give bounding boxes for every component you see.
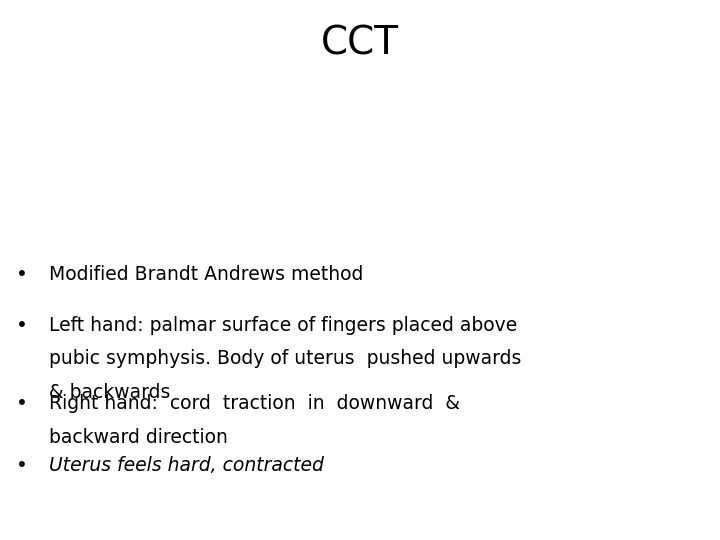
Text: Uterus feels hard, contracted: Uterus feels hard, contracted <box>49 456 324 475</box>
Text: •: • <box>16 316 27 335</box>
Text: Left hand: palmar surface of fingers placed above: Left hand: palmar surface of fingers pla… <box>49 316 517 335</box>
Text: pubic symphysis. Body of uterus  pushed upwards: pubic symphysis. Body of uterus pushed u… <box>49 349 521 368</box>
Text: Modified Brandt Andrews method: Modified Brandt Andrews method <box>49 265 364 284</box>
Text: •: • <box>16 456 27 475</box>
Text: & backwards: & backwards <box>49 383 171 402</box>
Text: •: • <box>16 394 27 413</box>
Text: backward direction: backward direction <box>49 428 228 447</box>
Text: Right hand:  cord  traction  in  downward  &: Right hand: cord traction in downward & <box>49 394 460 413</box>
Text: •: • <box>16 265 27 284</box>
Text: CCT: CCT <box>321 24 399 62</box>
